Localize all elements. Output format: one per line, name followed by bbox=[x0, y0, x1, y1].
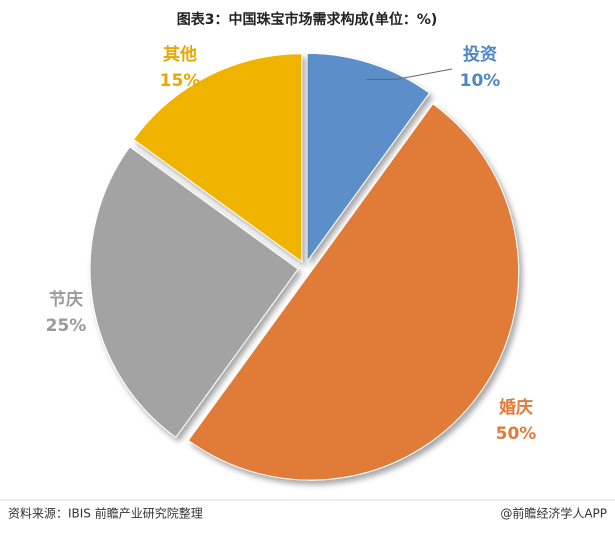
value-label: 10% bbox=[460, 71, 501, 91]
pie bbox=[89, 52, 519, 481]
value-label: 50% bbox=[496, 424, 537, 444]
slice-label: 投资 bbox=[463, 44, 497, 65]
chart-title: 图表3：中国珠宝市场需求构成(单位：%) bbox=[177, 11, 438, 28]
value-label: 15% bbox=[160, 71, 201, 91]
slice-label: 其他 bbox=[163, 44, 197, 65]
pie-slice bbox=[132, 53, 303, 263]
slice-label: 节庆 bbox=[49, 289, 83, 310]
credit: @前瞻经济学人APP bbox=[500, 506, 607, 521]
slice-label: 婚庆 bbox=[499, 397, 533, 418]
source: 资料来源：IBIS 前瞻产业研究院整理 bbox=[8, 506, 203, 521]
pie-slice bbox=[89, 146, 299, 439]
pie-slice bbox=[306, 52, 431, 263]
value-label: 25% bbox=[46, 316, 87, 336]
leader-line bbox=[366, 68, 453, 80]
pie-slice bbox=[187, 103, 519, 481]
